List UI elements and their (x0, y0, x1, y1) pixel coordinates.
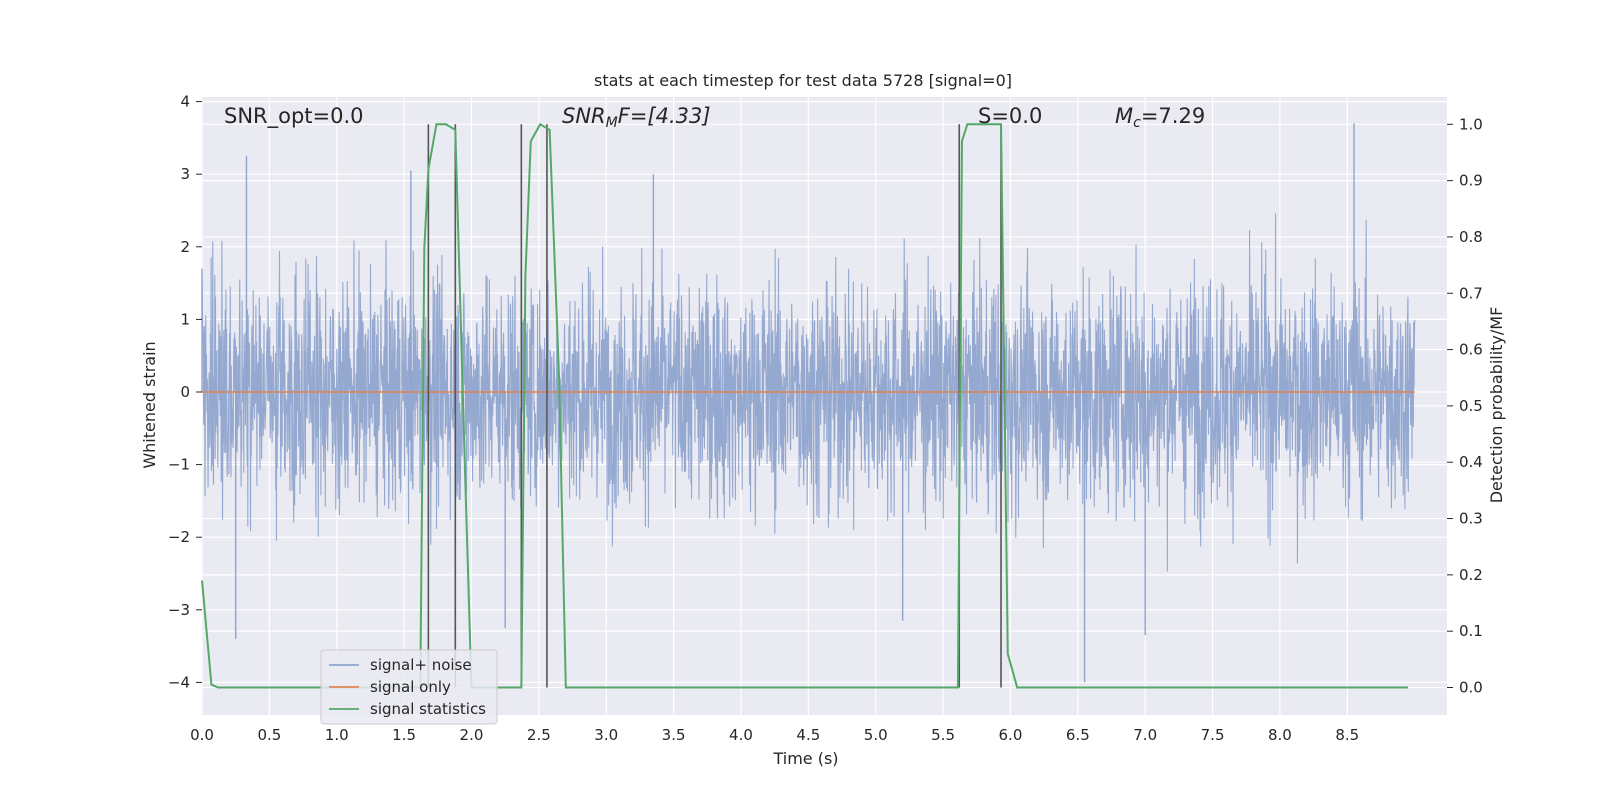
y-right-tick-label: 1.0 (1459, 115, 1483, 133)
y-right-tick-label: 0.1 (1459, 622, 1483, 640)
noise-trace (201, 213, 1416, 572)
y-tick-label: −2 (168, 528, 190, 546)
y-right-tick-label: 0.5 (1459, 397, 1483, 415)
x-tick-label: 2.0 (460, 726, 484, 744)
x-tick-label: 3.0 (594, 726, 618, 744)
legend-box (320, 649, 498, 725)
annotation-s: S=0.0 (978, 104, 1042, 128)
x-tick-label: 4.0 (729, 726, 753, 744)
x-tick-label: 2.5 (527, 726, 551, 744)
x-tick-label: 8.0 (1268, 726, 1292, 744)
legend-label-signal-noise: signal+ noise (370, 656, 472, 674)
annotation-snr-opt: SNR_opt=0.0 (224, 104, 364, 129)
y-tick-label: 4 (180, 93, 190, 111)
y-axis-label: Whitened strain (140, 341, 159, 468)
legend-label-signal-statistics: signal statistics (370, 700, 486, 718)
x-tick-label: 5.5 (931, 726, 955, 744)
y-right-tick-label: 0.4 (1459, 453, 1483, 471)
x-tick-label: 0.0 (190, 726, 214, 744)
x-tick-label: 8.5 (1335, 726, 1359, 744)
annotation-mc-suffix: =7.29 (1141, 104, 1205, 128)
x-tick-label: 7.0 (1133, 726, 1157, 744)
y-tick-label: 2 (180, 238, 190, 256)
y-right-tick-label: 0.7 (1459, 284, 1483, 302)
x-tick-label: 3.5 (662, 726, 686, 744)
axis-ticks: 0.0 0.5 1.0 1.5 2.0 2.5 3.0 3.5 4.0 4.5 5.0 5.5 6.0 6… (168, 93, 1483, 744)
y-tick-label: 0 (180, 383, 190, 401)
series-signal-noise (201, 123, 1416, 683)
legend: signal+ noise signal only signal statist… (320, 649, 498, 725)
y-tick-label: −4 (168, 673, 190, 691)
y-right-tick-label: 0.0 (1459, 679, 1483, 697)
x-tick-label: 4.5 (796, 726, 820, 744)
y-tick-label: −3 (168, 601, 190, 619)
y-right-tick-label: 0.6 (1459, 341, 1483, 359)
y-tick-label: 1 (180, 310, 190, 328)
x-tick-label: 6.0 (999, 726, 1023, 744)
annotation-snr-mf-suffix: F=[4.33] (618, 104, 711, 128)
annotation-mc-prefix: M (1115, 104, 1133, 128)
annotation-snr-mf: SNRMF=[4.33] (562, 104, 711, 131)
y-tick-label: 3 (180, 165, 190, 183)
y-tick-label: −1 (168, 456, 190, 474)
annotation-snr-mf-prefix: SNR (562, 104, 606, 128)
annotation-mc: Mc=7.29 (1115, 104, 1205, 131)
y-right-tick-label: 0.2 (1459, 566, 1483, 584)
legend-label-signal-only: signal only (370, 678, 451, 696)
x-tick-label: 1.5 (392, 726, 416, 744)
signal-statistics-line (201, 122, 1408, 689)
series-signal-statistics (201, 122, 1408, 689)
x-tick-label: 7.5 (1201, 726, 1225, 744)
x-tick-label: 0.5 (257, 726, 281, 744)
y-right-tick-label: 0.9 (1459, 172, 1483, 190)
y-right-tick-label: 0.3 (1459, 510, 1483, 528)
y-right-tick-label: 0.8 (1459, 228, 1483, 246)
annotation-snr-mf-sub: M (606, 115, 618, 131)
x-axis-label: Time (s) (772, 749, 838, 768)
chart-title: stats at each timestep for test data 572… (594, 71, 1012, 90)
y-right-axis-label: Detection probability/MF (1487, 307, 1506, 504)
x-tick-label: 5.0 (864, 726, 888, 744)
x-tick-label: 6.5 (1066, 726, 1090, 744)
x-tick-label: 1.0 (325, 726, 349, 744)
annotation-mc-sub: c (1133, 115, 1141, 131)
